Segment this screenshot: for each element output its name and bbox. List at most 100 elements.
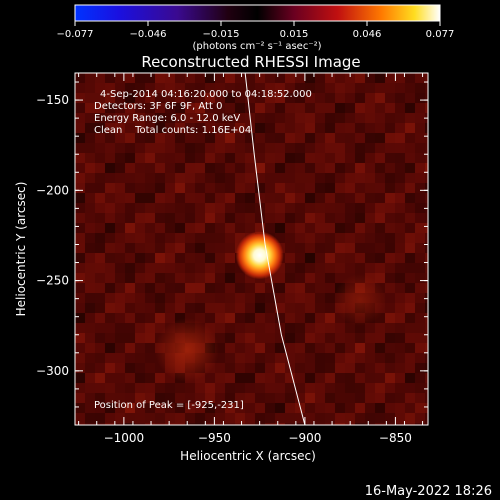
heatmap-cell (115, 373, 125, 383)
heatmap-cell (185, 143, 195, 153)
heatmap-cell (185, 223, 195, 233)
heatmap-cell (205, 203, 215, 213)
heatmap-cell (255, 393, 265, 403)
heatmap-cell (105, 283, 115, 293)
heatmap-cell (195, 123, 205, 133)
heatmap-cell (385, 263, 395, 273)
heatmap-cell (115, 353, 125, 363)
heatmap-cell (305, 133, 315, 143)
heatmap-cell (345, 223, 355, 233)
heatmap-cell (395, 343, 405, 353)
heatmap-cell (375, 423, 385, 425)
heatmap-cell (335, 113, 345, 123)
heatmap-cell (165, 263, 175, 273)
heatmap-cell (135, 243, 145, 253)
heatmap-cell (285, 103, 295, 113)
heatmap-cell (295, 143, 305, 153)
heatmap-cell (105, 353, 115, 363)
heatmap-cell (105, 223, 115, 233)
heatmap-cell (315, 223, 325, 233)
heatmap-cell (225, 263, 235, 273)
heatmap-cell (265, 403, 275, 413)
heatmap-cell (415, 283, 425, 293)
heatmap-cell (135, 283, 145, 293)
heatmap-cell (185, 73, 195, 83)
heatmap-cell (145, 233, 155, 243)
heatmap-cell (215, 203, 225, 213)
heatmap-cell (365, 393, 375, 403)
heatmap-cell (285, 273, 295, 283)
heatmap-cell (125, 423, 135, 425)
heatmap-cell (325, 193, 335, 203)
heatmap-cell (345, 253, 355, 263)
heatmap-cell (375, 83, 385, 93)
heatmap-cell (255, 323, 265, 333)
heatmap-cell (105, 303, 115, 313)
heatmap-cell (185, 423, 195, 425)
heatmap-cell (415, 403, 425, 413)
heatmap-cell (315, 273, 325, 283)
heatmap-cell (175, 243, 185, 253)
heatmap-cell (85, 413, 95, 423)
heatmap-cell (145, 383, 155, 393)
heatmap-cell (275, 233, 285, 243)
heatmap-cell (355, 393, 365, 403)
heatmap-cell (115, 313, 125, 323)
heatmap-cell (325, 133, 335, 143)
heatmap-cell (425, 303, 428, 313)
heatmap-cell (285, 373, 295, 383)
heatmap-cell (175, 93, 185, 103)
heatmap-cell (305, 143, 315, 153)
heatmap-cell (395, 263, 405, 273)
heatmap-cell (165, 293, 175, 303)
heatmap-cell (75, 243, 85, 253)
heatmap-cell (115, 223, 125, 233)
heatmap-cell (305, 223, 315, 233)
heatmap-cell (315, 193, 325, 203)
heatmap-cell (235, 353, 245, 363)
heatmap-cell (325, 183, 335, 193)
heatmap-cell (275, 343, 285, 353)
heatmap-cell (165, 283, 175, 293)
heatmap-cell (125, 343, 135, 353)
heatmap-cell (215, 213, 225, 223)
heatmap-cell (325, 393, 335, 403)
heatmap-cell (155, 113, 165, 123)
heatmap-cell (175, 213, 185, 223)
heatmap-cell (265, 293, 275, 303)
heatmap-cell (125, 253, 135, 263)
heatmap-cell (155, 163, 165, 173)
heatmap-cell (355, 263, 365, 273)
heatmap-cell (135, 393, 145, 403)
heatmap-cell (425, 353, 428, 363)
heatmap-cell (405, 263, 415, 273)
heatmap-cell (285, 143, 295, 153)
heatmap-cell (395, 193, 405, 203)
heatmap-cell (225, 353, 235, 363)
heatmap-cell (325, 423, 335, 425)
heatmap-cell (215, 93, 225, 103)
heatmap-cell (335, 133, 345, 143)
heatmap-cell (225, 423, 235, 425)
heatmap-cell (395, 203, 405, 213)
heatmap-cell (335, 413, 345, 423)
heatmap-cell (205, 103, 215, 113)
heatmap-cell (175, 263, 185, 273)
heatmap-cell (145, 323, 155, 333)
heatmap-cell (315, 283, 325, 293)
heatmap-cell (325, 143, 335, 153)
heatmap-cell (345, 213, 355, 223)
heatmap-cell (305, 323, 315, 333)
heatmap-cell (345, 263, 355, 273)
heatmap-cell (235, 363, 245, 373)
heatmap-cell (125, 353, 135, 363)
heatmap-cell (275, 203, 285, 213)
heatmap-cell (305, 343, 315, 353)
heatmap-cell (415, 313, 425, 323)
heatmap-cell (415, 373, 425, 383)
heatmap-cell (405, 373, 415, 383)
heatmap-cell (75, 163, 85, 173)
heatmap-cell (85, 133, 95, 143)
heatmap-cell (125, 383, 135, 393)
heatmap-cell (285, 423, 295, 425)
